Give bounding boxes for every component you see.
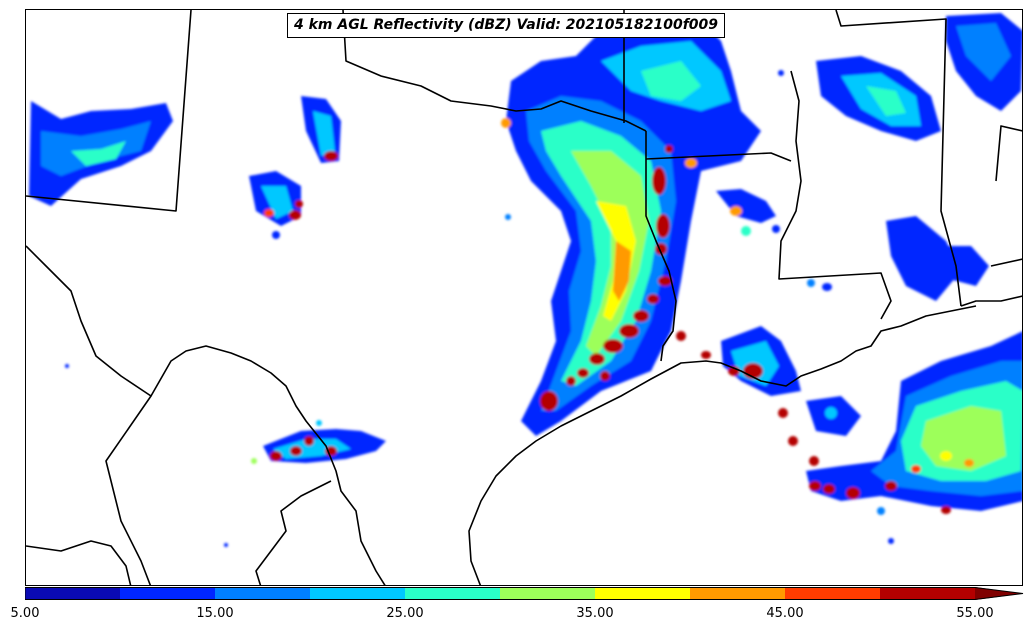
border-tx-la bbox=[645, 131, 677, 362]
colorbar-segment bbox=[25, 587, 121, 600]
colorbar-tick-label: 25.00 bbox=[386, 606, 424, 621]
echo-main-line bbox=[506, 16, 761, 436]
echo-louisiana bbox=[685, 158, 801, 396]
colorbar-segment bbox=[690, 587, 786, 600]
colorbar-extend-arrow bbox=[975, 587, 1023, 600]
border-nm-tx bbox=[26, 10, 192, 212]
colorbar-tick-label: 15.00 bbox=[196, 606, 234, 621]
echo-west-cells bbox=[249, 96, 341, 226]
coast-texas bbox=[468, 305, 977, 585]
border-red-river bbox=[342, 10, 647, 132]
echo-rio-grande bbox=[251, 420, 386, 464]
echo-scattered bbox=[65, 70, 894, 547]
colorbar-segment bbox=[595, 587, 691, 600]
echo-gulf bbox=[778, 331, 1022, 514]
colorbar-tick-label: 35.00 bbox=[576, 606, 614, 621]
colorbar bbox=[25, 587, 1024, 600]
border-mexico-states2 bbox=[255, 480, 332, 585]
colorbar-tick-label: 5.00 bbox=[10, 606, 40, 621]
colorbar-segment bbox=[120, 587, 216, 600]
border-ms-coast bbox=[960, 295, 1022, 307]
reflectivity-field bbox=[29, 13, 1022, 547]
border-mexico-states3 bbox=[26, 540, 132, 585]
state-borders bbox=[26, 10, 1022, 585]
map-panel bbox=[25, 9, 1023, 586]
colorbar-segment bbox=[310, 587, 406, 600]
colorbar-tick-label: 55.00 bbox=[956, 606, 994, 621]
colorbar-tick-label: 45.00 bbox=[766, 606, 804, 621]
border-ms-river bbox=[778, 70, 892, 320]
border-ar-la bbox=[645, 152, 792, 162]
colorbar-outline bbox=[25, 587, 1024, 600]
border-mexico bbox=[26, 245, 386, 585]
border-al-fl bbox=[990, 258, 1022, 267]
echo-panhandle bbox=[29, 101, 173, 206]
border-ms-al bbox=[995, 125, 1022, 182]
colorbar-segment bbox=[215, 587, 311, 600]
colorbar-segment bbox=[500, 587, 596, 600]
border-ar-ms-north bbox=[835, 10, 962, 307]
map-svg bbox=[26, 10, 1022, 585]
border-mexico-states bbox=[105, 395, 152, 585]
echo-strong-cells bbox=[540, 145, 686, 411]
colorbar-segment bbox=[405, 587, 501, 600]
echo-northeast bbox=[816, 13, 1022, 301]
colorbar-segment bbox=[785, 587, 881, 600]
colorbar-segment bbox=[880, 587, 976, 600]
map-title: 4 km AGL Reflectivity (dBZ) Valid: 20210… bbox=[287, 13, 726, 38]
